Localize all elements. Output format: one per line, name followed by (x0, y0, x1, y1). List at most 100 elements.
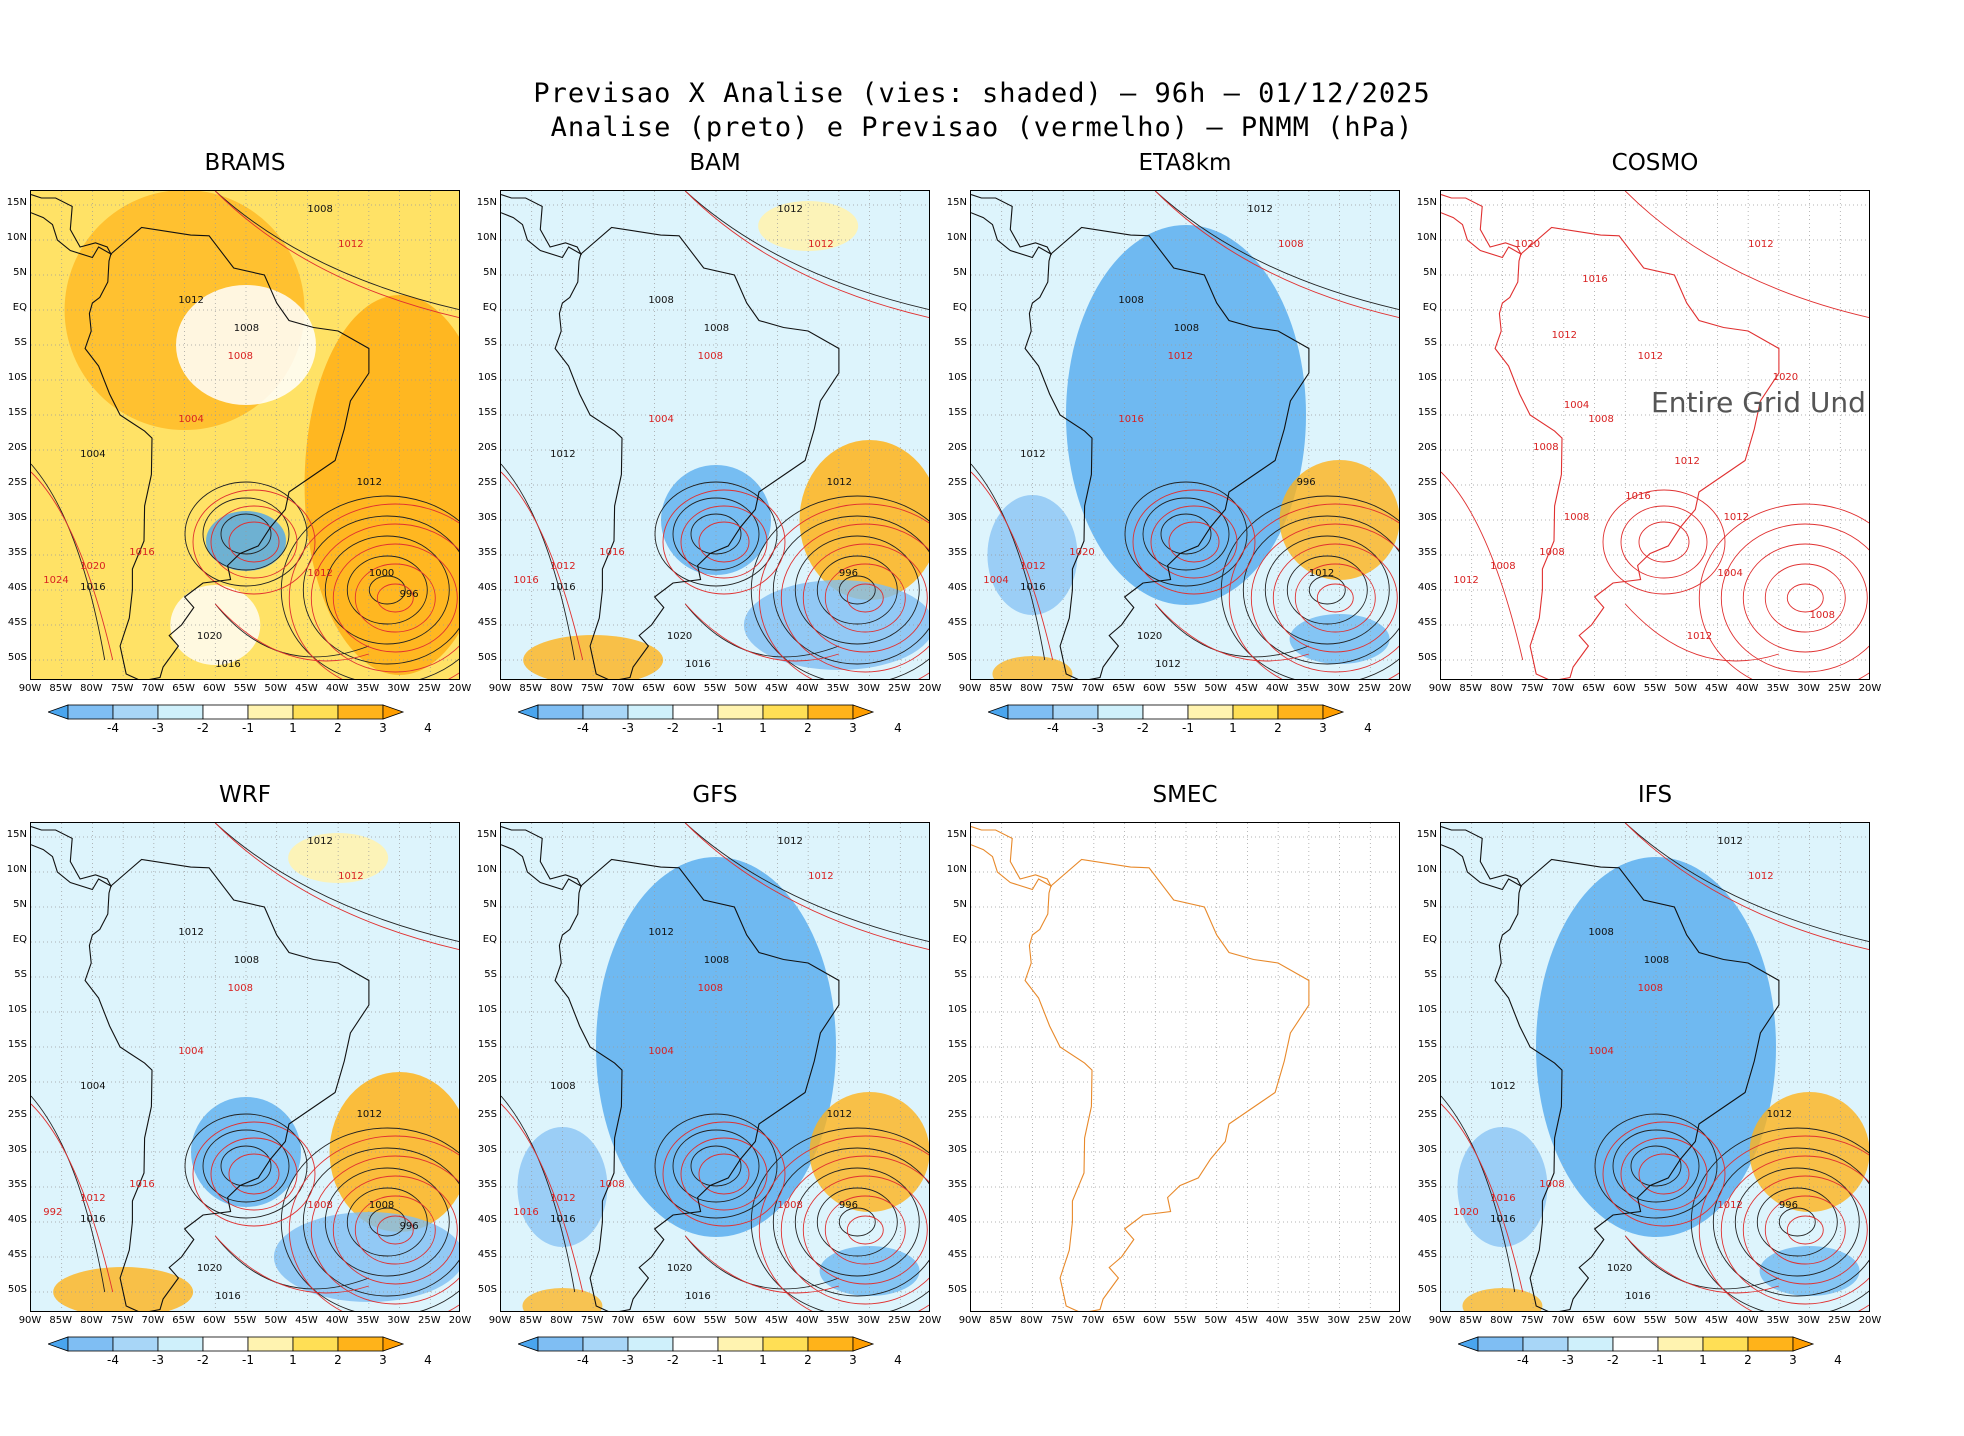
bias-area (206, 511, 286, 571)
forecast-isobar-label: 1016 (513, 1207, 538, 1218)
lat-tick-label: 50S (7, 652, 27, 663)
lon-tick-label: 30W (1327, 683, 1350, 694)
graticule (971, 823, 1399, 1311)
analysis-isobar-label: 1008 (1174, 323, 1199, 334)
map-frame: 1012 1012 1008 1004 1016 1020 1016 1012 1008 996 1… (30, 822, 460, 1312)
lon-tick-label: 55W (1173, 1315, 1197, 1326)
panel-title: ETA8km (1138, 150, 1232, 176)
isobar (184, 1113, 308, 1219)
analysis-isobar-label: 1016 (1020, 582, 1045, 593)
map-plot: 1012 1012 1008 1004 1016 1020 1016 1012 1008 996 1… (31, 823, 459, 1311)
analysis-isobar-label: 1012 (357, 477, 382, 488)
analysis-isobar-label: 996 (1297, 477, 1316, 488)
contour-labels: 1012 1012 1008 1008 1016 1020 1016 1012 996 1012 1… (513, 836, 858, 1302)
lat-tick-label: 5N (13, 267, 27, 278)
isobar (1712, 1147, 1869, 1297)
lon-tick-label: 20W (1388, 1315, 1412, 1326)
isobar (332, 543, 458, 653)
bias-shading (501, 191, 929, 679)
colorbar-swatch (762, 704, 809, 720)
lon-tick-label: 50W (264, 1315, 288, 1326)
lat-tick-label: EQ (482, 934, 497, 945)
isobar (501, 1103, 584, 1293)
isobar (672, 497, 760, 571)
lat-tick-label: 15S (947, 1039, 967, 1050)
map-plot (971, 823, 1399, 1311)
graticule (1441, 823, 1869, 1311)
isobar (214, 603, 370, 658)
forecast-isobar-label: 1008 (228, 351, 253, 362)
forecast-isobar-label: 1020 (1453, 1207, 1478, 1218)
coastline-south-america (84, 226, 370, 679)
lon-tick-label: 65W (642, 683, 665, 694)
graticule (501, 823, 929, 1311)
lon-tick-label: 70W (141, 683, 165, 694)
lat-tick-label: 10S (1417, 1004, 1437, 1015)
colorbar-label: 3 (379, 1353, 387, 1367)
coastline-central-america (501, 825, 583, 891)
isobar (654, 481, 778, 587)
lon-tick-label: 50W (1204, 1315, 1228, 1326)
forecast-isobar-label: 1004 (983, 575, 1008, 586)
isobar (368, 575, 406, 605)
lat-tick-label: 25S (947, 477, 967, 488)
analysis-isobar-label: 1020 (667, 1263, 692, 1274)
lat-tick-label: 25S (7, 1109, 27, 1120)
lon-tick-label: 20W (1388, 683, 1412, 694)
bias-area (523, 635, 664, 679)
colorbar-swatch (247, 704, 294, 720)
lon-tick-label: 50W (734, 1315, 758, 1326)
isobar (802, 543, 928, 653)
lon-tick-label: 40W (325, 1315, 349, 1326)
isobar (280, 495, 459, 679)
isobars (501, 823, 929, 1311)
analysis-isobar-label: 996 (839, 1200, 858, 1211)
map-frame: 1012 1008 1008 1012 1016 1020 1012 996 1012 1008 1… (970, 190, 1400, 680)
analysis-isobar-label: 1008 (704, 323, 729, 334)
lat-tick-label: 5N (953, 267, 967, 278)
lat-tick-label: 10N (946, 232, 967, 243)
isobar (214, 823, 459, 950)
forecast-isobar-label: 1024 (43, 575, 68, 586)
isobar (302, 1147, 459, 1297)
analysis-isobar-label: 1016 (80, 582, 105, 593)
analysis-isobar-label: 1016 (685, 1291, 710, 1302)
colorbar-swatch (1477, 1336, 1524, 1352)
isobar (1154, 603, 1309, 662)
graticule (1441, 191, 1869, 679)
lat-tick-label: 15N (946, 197, 967, 208)
isobar (802, 1175, 928, 1285)
lon-tick-label: 20W (1858, 683, 1882, 694)
isobar (1778, 1207, 1816, 1237)
lon-tick-label: 85W (49, 1315, 73, 1326)
lon-tick-label: 35W (826, 1315, 850, 1326)
lat-tick-label: 25S (1417, 477, 1437, 488)
lat-tick-label: 10S (7, 1004, 27, 1015)
lon-tick-label: 45W (295, 1315, 318, 1326)
analysis-isobar-label: 1016 (80, 1214, 105, 1225)
analysis-isobar-label: 1020 (197, 631, 222, 642)
isobar (346, 1187, 428, 1257)
isobar (1154, 603, 1310, 658)
colorbar-swatch (627, 704, 674, 720)
analysis-isobar-label: 996 (1779, 1200, 1798, 1211)
lon-tick-label: 30W (387, 683, 410, 694)
lat-tick-label: 5S (954, 337, 967, 348)
lon-tick-label: 65W (1112, 683, 1135, 694)
colorbar-label: -4 (1517, 1353, 1529, 1367)
colorbar-label: -2 (667, 721, 679, 735)
lon-tick-label: 55W (233, 683, 257, 694)
lon-tick-label: 90W (958, 683, 982, 694)
lon-tick-label: 30W (1797, 1315, 1820, 1326)
forecast-isobar-label: 1008 (777, 1200, 802, 1211)
lon-tick-label: 50W (1204, 683, 1228, 694)
panel-title: SMEC (1152, 782, 1218, 808)
panel-brams: BRAMS 1008 1012 1008 1004 1016 1020 1016 1012 100… (7, 150, 472, 740)
colorbar-label: 4 (1834, 1353, 1842, 1367)
analysis-isobar-label: 1008 (234, 955, 259, 966)
isobar (698, 521, 750, 563)
lon-tick-label: 50W (734, 683, 758, 694)
colorbar-swatches (1456, 1336, 1815, 1352)
lon-tick-label: 75W (110, 1315, 134, 1326)
isobar (1734, 1167, 1860, 1277)
